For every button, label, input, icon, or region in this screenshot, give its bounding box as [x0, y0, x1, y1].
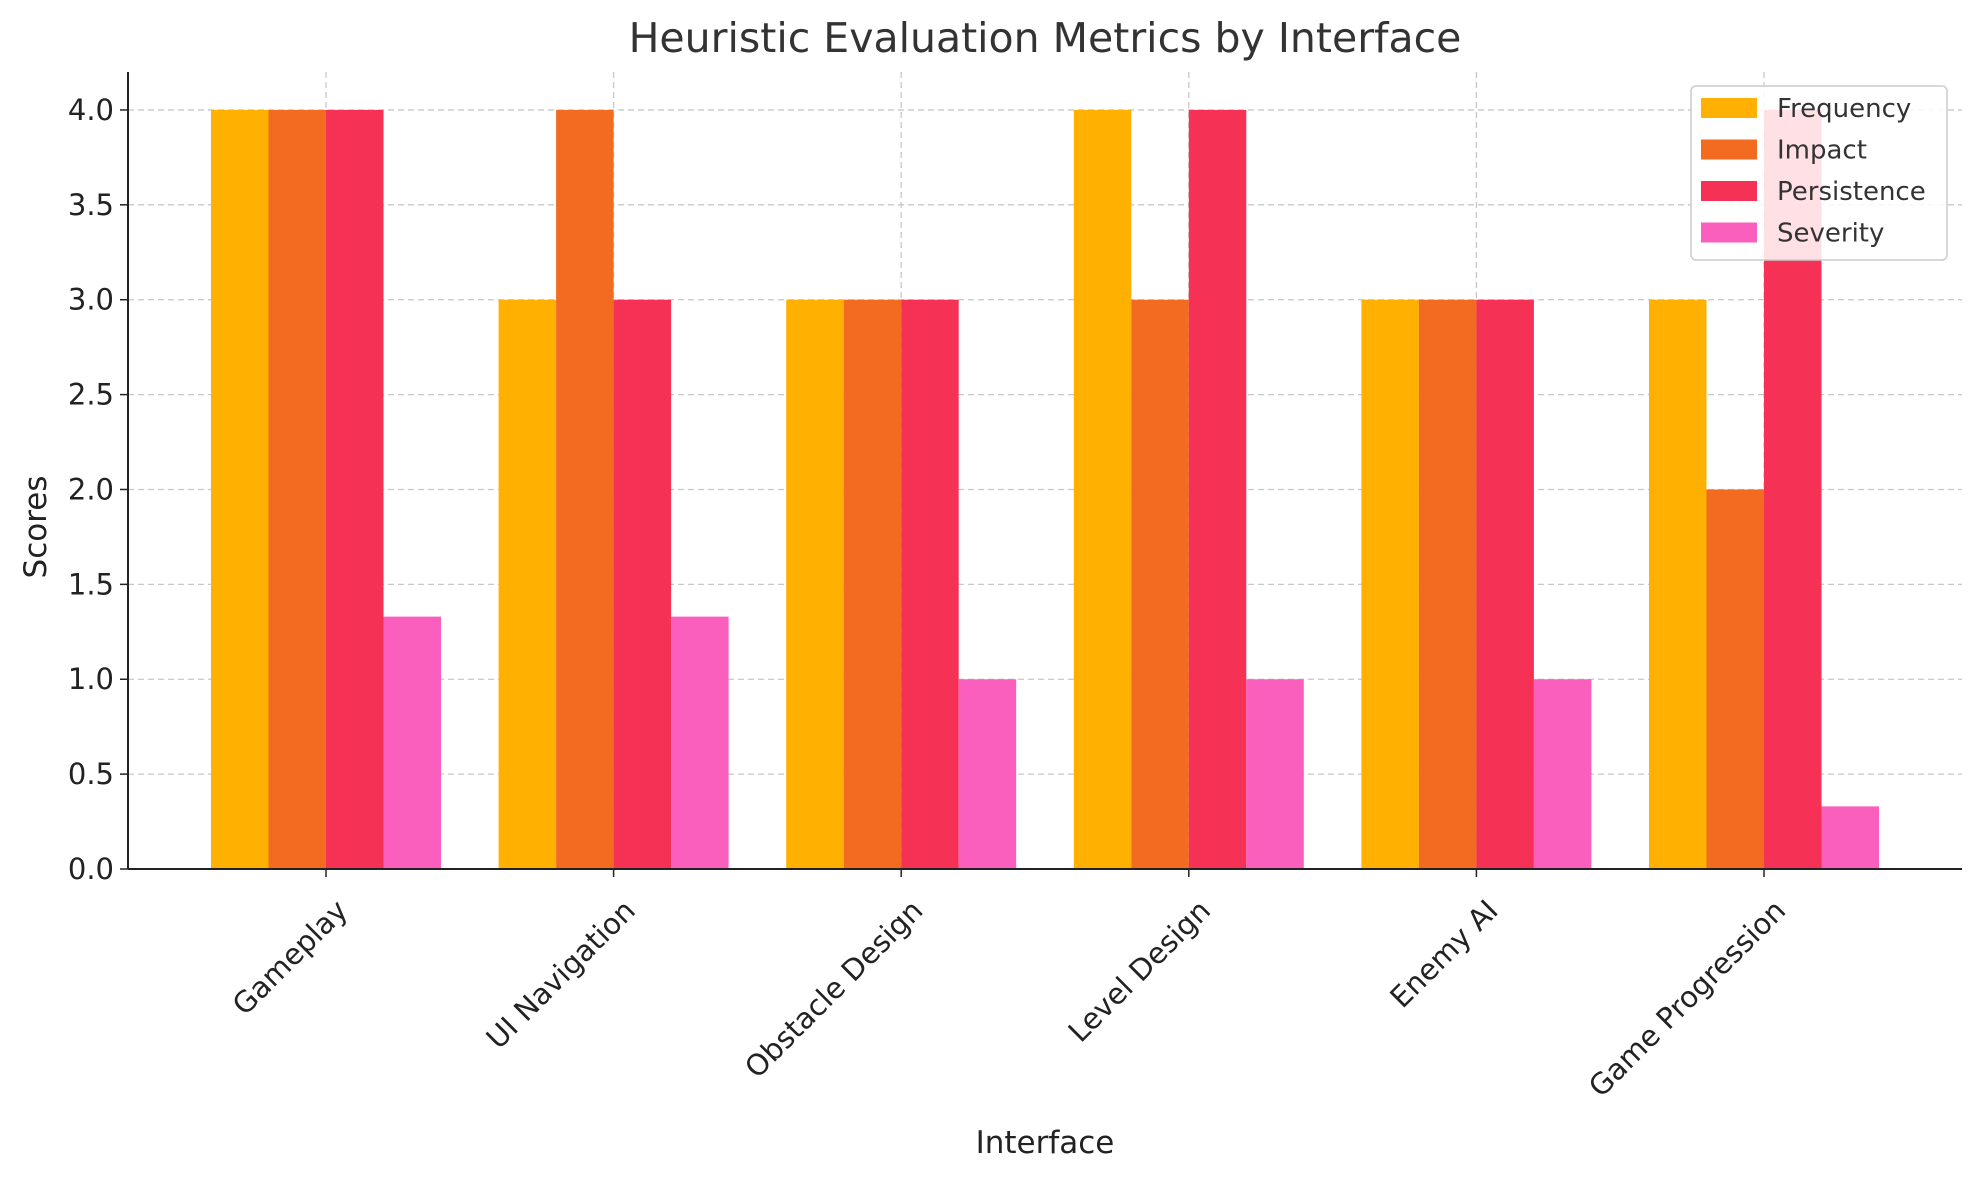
y-tick-label: 0.5 [68, 757, 114, 791]
bars [211, 109, 1879, 869]
bar-severity-ui-navigation [671, 616, 729, 869]
legend-swatch-impact [1701, 139, 1757, 160]
x-axis-label: Interface [976, 1125, 1115, 1161]
bar-frequency-obstacle-design [786, 299, 844, 869]
y-tick-label: 1.5 [68, 567, 114, 601]
y-ticks: 0.0 0.5 1.0 1.5 2.0 2.5 3.0 3.5 4.0 [68, 93, 128, 886]
bar-frequency-enemy-ai [1361, 299, 1419, 869]
y-axis-label: Scores [18, 476, 54, 579]
bar-impact-game-progression [1706, 489, 1764, 869]
y-tick-label: 1.0 [68, 662, 114, 696]
bar-frequency-gameplay [211, 109, 269, 869]
bar-persistence-gameplay [326, 109, 384, 869]
bar-persistence-level-design [1188, 109, 1247, 869]
bar-persistence-ui-navigation [613, 299, 672, 869]
legend-box [1690, 85, 1948, 261]
y-tick-label: 2.5 [68, 378, 114, 412]
y-tick-label: 4.0 [68, 93, 114, 127]
bar-severity-level-design [1246, 679, 1304, 869]
bar-frequency-ui-navigation [498, 299, 557, 869]
bar-frequency-level-design [1073, 109, 1132, 869]
bar-severity-obstacle-design [958, 679, 1017, 869]
bar-impact-obstacle-design [843, 299, 902, 869]
legend: Frequency Impact Persistence Severity [1690, 85, 1948, 261]
y-tick-label: 3.5 [68, 188, 114, 222]
bar-impact-enemy-ai [1418, 299, 1477, 869]
legend-swatch-frequency [1701, 98, 1757, 118]
legend-swatch-severity [1701, 222, 1757, 243]
legend-label-severity: Severity [1777, 219, 1884, 249]
legend-label-persistence: Persistence [1777, 177, 1926, 207]
legend-label-frequency: Frequency [1777, 94, 1911, 124]
bar-impact-ui-navigation [556, 109, 614, 869]
bar-persistence-enemy-ai [1476, 299, 1534, 869]
bar-severity-enemy-ai [1533, 679, 1592, 869]
bar-impact-level-design [1131, 299, 1189, 869]
bar-frequency-game-progression [1649, 299, 1707, 869]
legend-swatch-persistence [1701, 181, 1757, 201]
bar-severity-game-progression [1821, 806, 1879, 869]
y-tick-label: 2.0 [68, 472, 114, 506]
legend-label-impact: Impact [1777, 136, 1867, 166]
bar-persistence-obstacle-design [901, 299, 959, 869]
y-tick-label: 0.0 [68, 852, 114, 886]
y-tick-label: 3.0 [68, 283, 114, 317]
bar-impact-gameplay [268, 109, 326, 869]
bar-severity-gameplay [383, 616, 441, 869]
chart-title: Heuristic Evaluation Metrics by Interfac… [629, 14, 1462, 62]
